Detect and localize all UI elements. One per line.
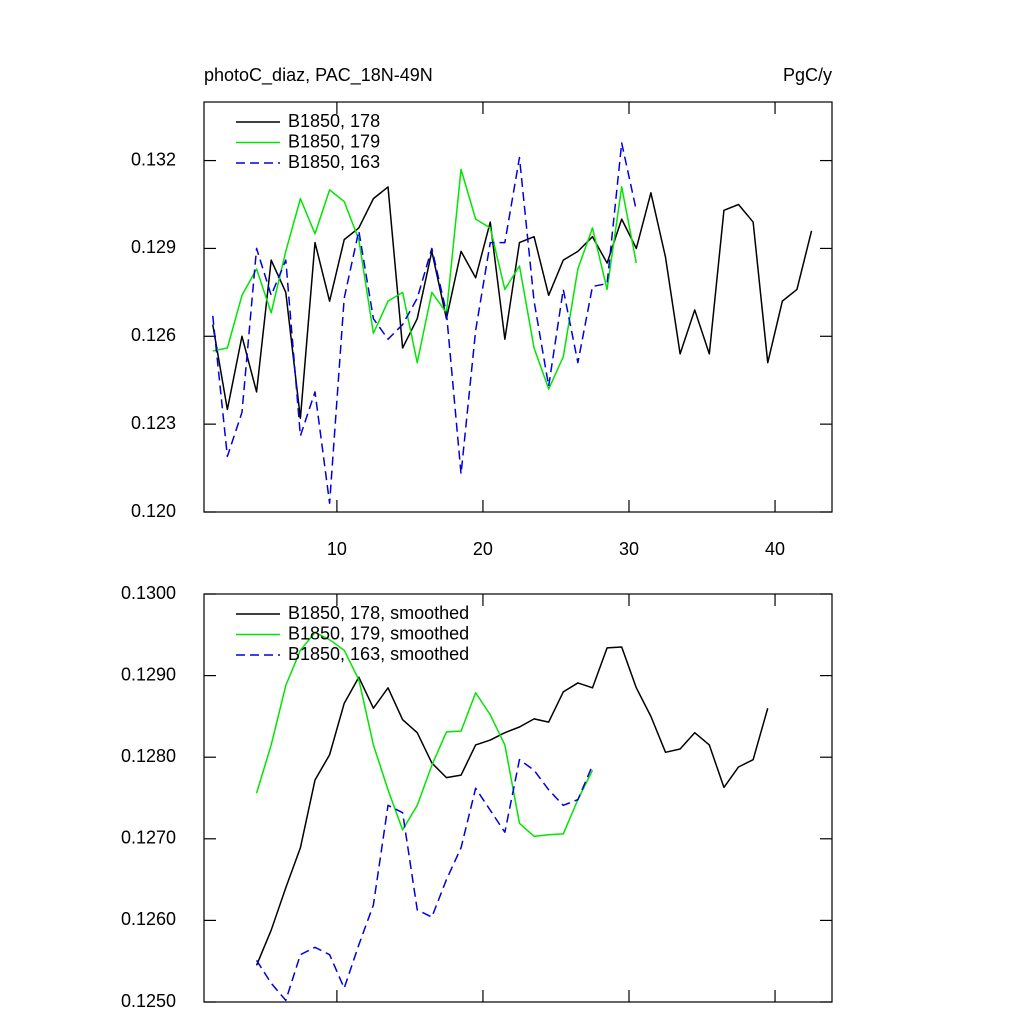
y-tick-label: 0.1260	[121, 909, 176, 929]
y-tick-label: 0.129	[131, 237, 176, 257]
legend-label: B1850, 163	[288, 152, 380, 172]
y-tick-label: 0.1290	[121, 664, 176, 684]
legend-label: B1850, 179	[288, 131, 380, 151]
series-line	[212, 168, 638, 390]
y-tick-label: 0.126	[131, 325, 176, 345]
x-tick-label: 10	[327, 539, 347, 559]
x-tick-label: 20	[473, 539, 493, 559]
units-label: PgC/y	[783, 65, 832, 85]
chart-title: photoC_diaz, PAC_18N-49N	[204, 65, 433, 86]
legend-label: B1850, 178, smoothed	[288, 603, 469, 623]
series-line	[212, 142, 638, 504]
x-tick-label: 30	[619, 539, 639, 559]
series-line	[255, 631, 594, 838]
y-tick-label: 0.1250	[121, 991, 176, 1011]
legend-label: B1850, 179, smoothed	[288, 623, 469, 643]
series-line	[212, 186, 813, 420]
x-tick-label: 40	[765, 539, 785, 559]
y-tick-label: 0.123	[131, 413, 176, 433]
y-tick-label: 0.1270	[121, 828, 176, 848]
series-line	[255, 758, 594, 1002]
legend-label: B1850, 178	[288, 111, 380, 131]
y-tick-label: 0.1300	[121, 583, 176, 603]
legend-label: B1850, 163, smoothed	[288, 644, 469, 664]
series-line	[255, 646, 769, 966]
plot-frame	[203, 593, 833, 1003]
y-tick-label: 0.132	[131, 149, 176, 169]
plot-frame	[203, 101, 833, 513]
y-tick-label: 0.120	[131, 501, 176, 521]
y-tick-label: 0.1280	[121, 746, 176, 766]
